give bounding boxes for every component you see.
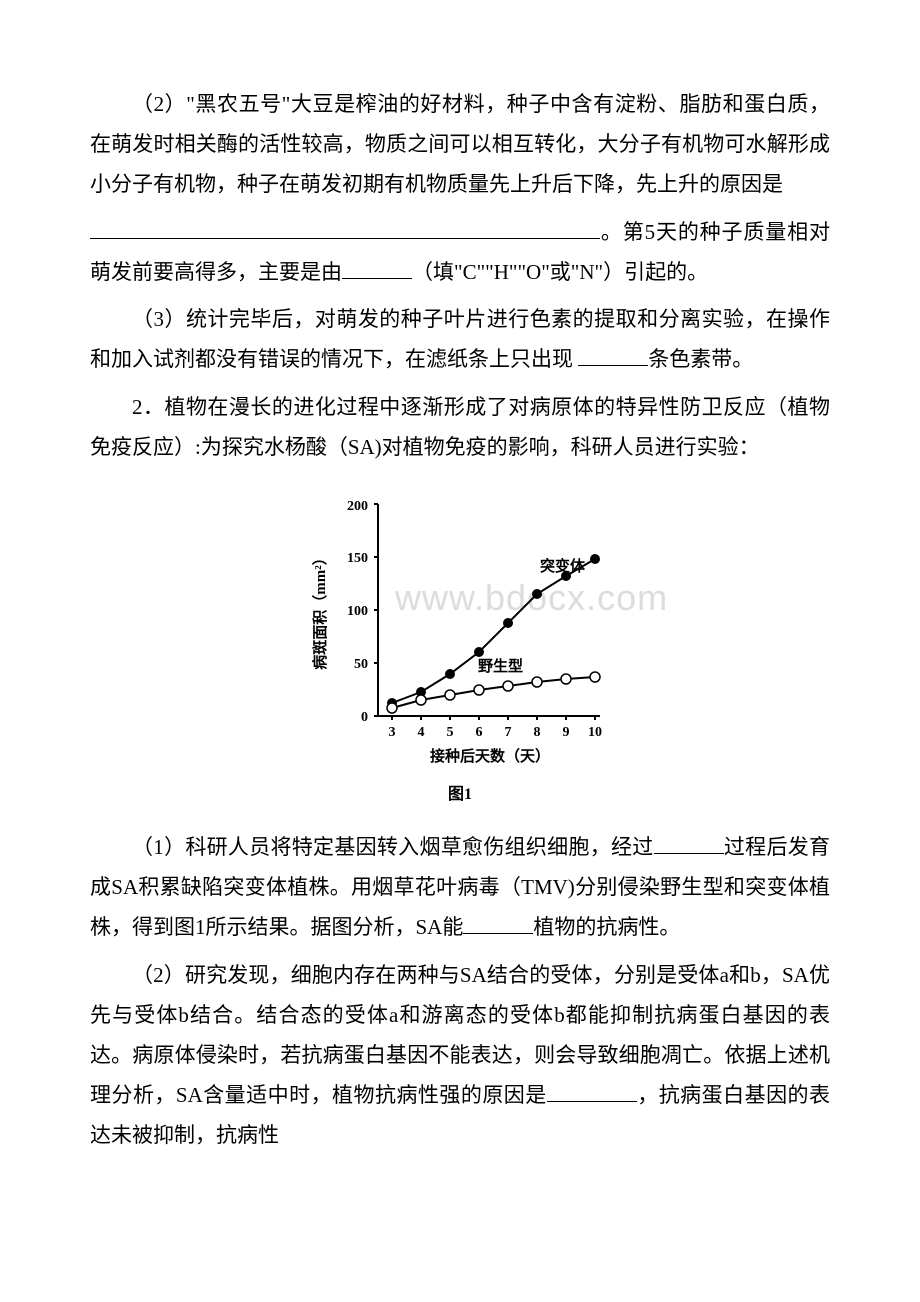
q1-2-text-1: （2）"黑农五号"大豆是榨油的好材料，种子中含有淀粉、脂肪和蛋白质，在萌发时相关… xyxy=(90,92,830,196)
xtick-5: 8 xyxy=(534,725,541,740)
x-ticks: 3 4 5 6 7 8 9 10 xyxy=(389,716,603,740)
figure-1-block: www.bdocx.com 0 50 100 150 200 xyxy=(90,486,830,810)
q2-1-text-1: （1）科研人员将特定基因转入烟草愈伤组织细胞，经过 xyxy=(132,835,654,859)
question-2-intro: 2．植物在漫长的进化过程中逐渐形成了对病原体的特异性防卫反应（植物免疫反应）:为… xyxy=(90,388,830,468)
xtick-6: 9 xyxy=(563,725,570,740)
series-wildtype-label: 野生型 xyxy=(478,657,523,675)
x-axis-label: 接种后天数（天） xyxy=(430,747,550,765)
blank-q1-2-element xyxy=(342,253,412,278)
y-ticks: 0 50 100 150 200 xyxy=(347,499,378,725)
blank-q1-3-bands xyxy=(578,341,648,366)
question-2-2: （2）研究发现，细胞内存在两种与SA结合的受体，分别是受体a和b，SA优先与受体… xyxy=(90,956,830,1155)
ytick-3: 150 xyxy=(347,551,368,566)
xtick-3: 6 xyxy=(476,725,483,740)
question-1-3: （3）统计完毕后，对萌发的种子叶片进行色素的提取和分离实验，在操作和加入试剂都没… xyxy=(90,300,830,380)
chart-container: www.bdocx.com 0 50 100 150 200 xyxy=(300,486,620,776)
xtick-2: 5 xyxy=(447,725,454,740)
question-1-2-continue: 。第5天的种子质量相对萌发前要高得多，主要是由（填"C""H""O"或"N"）引… xyxy=(90,213,830,293)
ytick-2: 100 xyxy=(347,604,368,619)
q2-intro-text: 2．植物在漫长的进化过程中逐渐形成了对病原体的特异性防卫反应（植物免疫反应）:为… xyxy=(90,395,830,459)
series-mutant-markers xyxy=(387,554,600,708)
ytick-0: 0 xyxy=(361,710,368,725)
xtick-0: 3 xyxy=(389,725,396,740)
question-1-2: （2）"黑农五号"大豆是榨油的好材料，种子中含有淀粉、脂肪和蛋白质，在萌发时相关… xyxy=(90,85,830,205)
series-mutant-label: 突变体 xyxy=(540,557,586,575)
q1-2-text-3: （填"C""H""O"或"N"）引起的。 xyxy=(412,260,708,284)
blank-q2-1-process xyxy=(654,829,724,854)
line-chart-svg: 0 50 100 150 200 3 4 5 6 xyxy=(300,486,620,776)
ytick-4: 200 xyxy=(347,499,368,514)
figure-caption: 图1 xyxy=(90,780,830,810)
ytick-1: 50 xyxy=(354,657,368,672)
blank-q2-2-reason xyxy=(547,1077,637,1102)
question-2-1: （1）科研人员将特定基因转入烟草愈伤组织细胞，经过过程后发育成SA积累缺陷突变体… xyxy=(90,828,830,948)
q2-1-text-3: 植物的抗病性。 xyxy=(533,915,680,939)
q1-3-text-2: 条色素带。 xyxy=(648,347,753,371)
blank-q1-2-reason xyxy=(90,213,600,238)
y-axis-label: 病斑面积（mm²） xyxy=(311,550,329,670)
blank-q2-1-effect xyxy=(463,909,533,934)
xtick-7: 10 xyxy=(588,725,602,740)
xtick-1: 4 xyxy=(418,725,425,740)
xtick-4: 7 xyxy=(505,725,512,740)
